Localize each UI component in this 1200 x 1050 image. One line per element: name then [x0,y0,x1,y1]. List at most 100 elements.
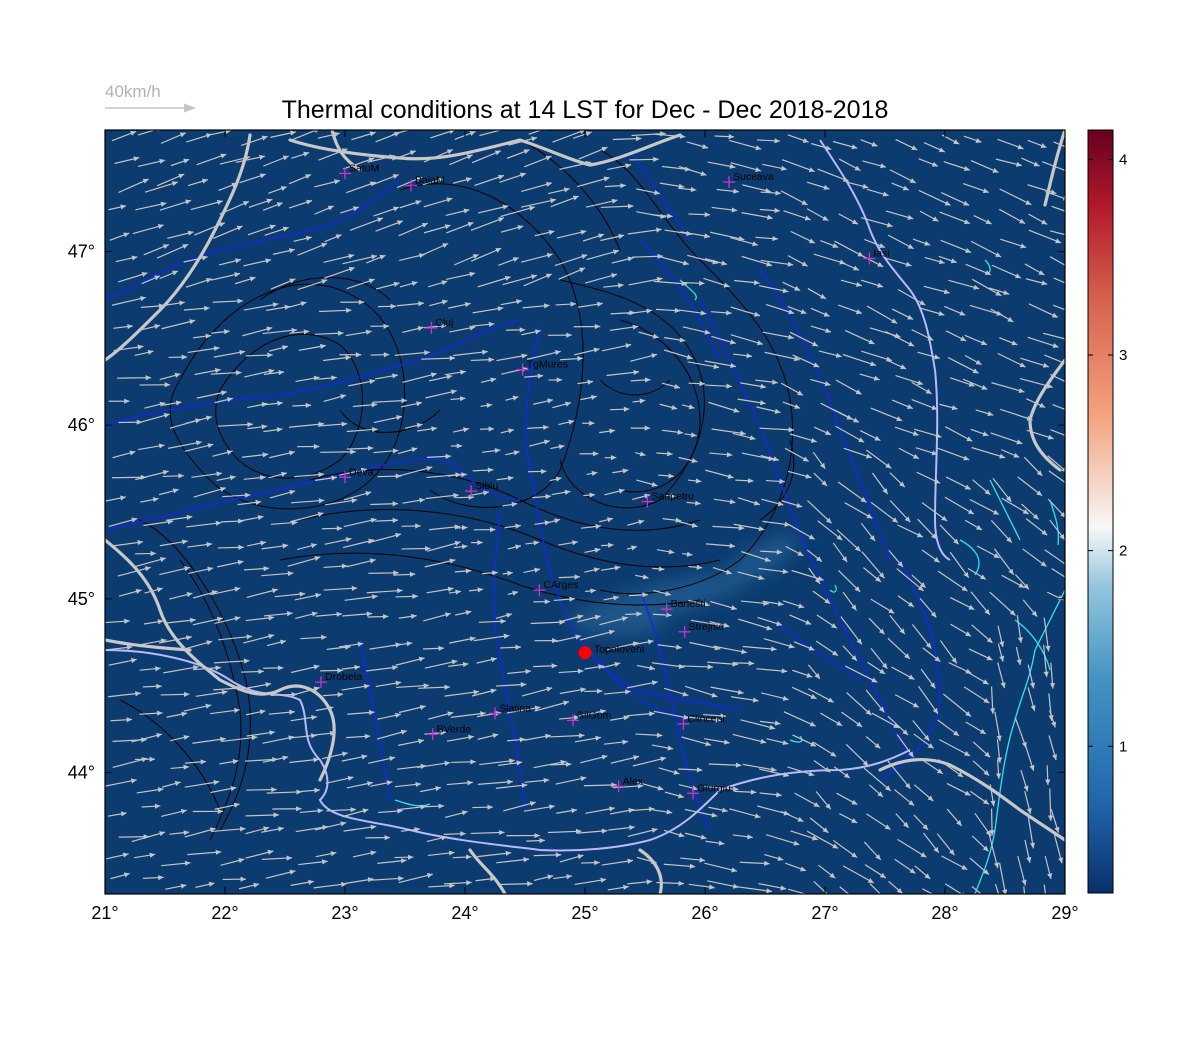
wind-arrow [762,600,784,607]
wind-arrow [213,685,244,691]
wind-arrow [370,352,390,358]
wind-arrow [630,353,658,362]
wind-arrow [964,354,982,366]
wind-arrow [813,472,828,487]
wind-arrow [210,786,237,794]
wind-arrow [346,781,373,789]
wind-arrow [780,190,808,206]
wind-arrow [686,500,701,506]
wind-arrow [810,325,832,334]
wind-arrow [740,719,776,730]
wind-arrow [756,406,781,414]
wind-arrow [376,729,407,740]
wind-arrow [626,680,658,689]
wind-arrow [806,208,829,222]
wind-arrow [972,479,991,496]
wind-arrow [553,874,573,880]
wind-arrow [664,337,686,343]
wind-arrow [924,256,945,265]
wind-arrow [815,791,832,810]
wind-arrow [366,254,386,264]
city-marker: BVerde [426,723,471,741]
wind-arrow [188,178,209,187]
wind-arrow [533,663,558,669]
wind-arrow [989,808,995,836]
wind-arrow [521,329,541,336]
wind-arrow [506,737,526,743]
wind-arrow [944,305,966,316]
lon-tick-label: 21° [91,903,118,923]
wind-arrow [556,808,577,814]
wind-arrow [654,133,686,139]
wind-arrow [454,253,479,266]
wind-arrow [348,379,376,387]
wind-arrow [995,158,1022,167]
wind-arrow [213,349,246,358]
wind-arrow [169,830,190,836]
wind-arrow [946,808,963,827]
wind-arrow [965,670,989,685]
wind-arrow [663,349,693,360]
wind-arrow [421,242,449,256]
wind-arrow [344,491,372,501]
wind-arrow [894,426,919,436]
wind-arrow [261,855,293,861]
wind-arrow [1028,303,1059,319]
wind-arrow [451,759,476,765]
wind-arrow [468,587,484,593]
wind-arrow [470,357,494,363]
wind-arrow [636,664,656,671]
wind-arrow [818,350,842,358]
wind-arrow [600,203,634,209]
wind-arrow [263,665,284,671]
wind-arrow [1020,769,1029,792]
wind-arrow [919,307,945,317]
wind-arrow [997,138,1024,150]
wind-arrow [524,373,544,379]
wind-arrow [1000,238,1027,249]
wind-arrow [888,880,903,894]
wind-arrow [733,353,753,359]
wind-arrow [136,413,170,424]
wind-arrow [1048,470,1065,484]
wind-arrow [1043,884,1047,894]
wind-arrow [818,864,836,879]
wind-arrow [314,730,336,736]
wind-arrow [656,880,685,887]
wind-arrow [897,524,924,538]
wind-arrow [577,176,610,188]
wind-arrow [586,249,620,261]
wind-arrow [159,372,181,381]
wind-arrow [184,443,214,452]
wind-arrow [396,176,423,189]
rivers [105,149,941,831]
wind-arrow [790,230,816,244]
wind-arrow [945,330,967,342]
wind-arrow [346,427,378,433]
wind-arrow [762,520,791,527]
wind-arrow [558,267,586,280]
wind-arrow [964,334,988,346]
wind-arrow [1001,497,1030,515]
wind-arrow [911,574,927,589]
wind-arrow [816,614,838,629]
wind-arrow [550,195,579,208]
wind-arrow [991,382,1025,394]
wind-arrow [398,613,417,619]
wind-arrow [630,425,651,431]
coast-and-lakes [394,259,1065,894]
wind-arrow [170,764,190,770]
wind-arrow [107,811,127,817]
wind-arrow [897,838,927,858]
wind-arrow [263,611,293,617]
wind-arrow [220,857,245,866]
wind-arrow [579,709,606,717]
wind-arrow [708,806,728,813]
wind-arrow [990,519,1013,543]
wind-arrow [919,210,939,222]
wind-arrow [347,709,375,716]
wind-arrow [865,735,881,749]
wind-arrow [913,784,934,802]
city-label: CArges [543,579,578,591]
wind-arrow [841,261,860,271]
